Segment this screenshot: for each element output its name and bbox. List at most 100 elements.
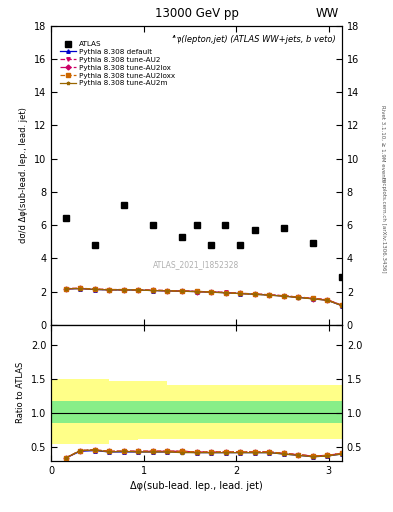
Pythia 8.308 tune-AU2lox — [78, 285, 83, 291]
Pythia 8.308 tune-AU2lox — [310, 295, 315, 302]
Pythia 8.308 tune-AU2loxx — [281, 293, 286, 299]
Legend: ATLAS, Pythia 8.308 default, Pythia 8.308 tune-AU2, Pythia 8.308 tune-AU2lox, Py: ATLAS, Pythia 8.308 default, Pythia 8.30… — [58, 38, 178, 89]
Pythia 8.308 tune-AU2loxx — [92, 286, 97, 292]
Pythia 8.308 tune-AU2 — [310, 295, 315, 301]
Pythia 8.308 tune-AU2loxx — [340, 302, 344, 308]
Pythia 8.308 tune-AU2lox — [165, 288, 170, 294]
Pythia 8.308 default — [63, 286, 68, 292]
Pythia 8.308 tune-AU2loxx — [107, 287, 112, 293]
ATLAS — [63, 216, 68, 222]
Pythia 8.308 tune-AU2lox — [281, 293, 286, 299]
ATLAS — [121, 202, 126, 208]
Pythia 8.308 tune-AU2lox — [223, 289, 228, 295]
Pythia 8.308 tune-AU2lox — [325, 297, 330, 303]
Text: mcplots.cern.ch [arXiv:1306.3436]: mcplots.cern.ch [arXiv:1306.3436] — [381, 178, 386, 273]
Pythia 8.308 tune-AU2loxx — [325, 297, 330, 303]
Pythia 8.308 tune-AU2 — [63, 286, 68, 292]
Pythia 8.308 tune-AU2 — [121, 287, 126, 293]
Pythia 8.308 tune-AU2lox — [107, 287, 112, 293]
Pythia 8.308 default — [252, 291, 257, 297]
Text: ATLAS_2021_I1852328: ATLAS_2021_I1852328 — [153, 261, 240, 269]
Pythia 8.308 tune-AU2m — [223, 290, 228, 296]
Pythia 8.308 tune-AU2m — [209, 289, 213, 295]
Pythia 8.308 default — [238, 290, 242, 296]
Pythia 8.308 tune-AU2m — [78, 286, 83, 292]
Pythia 8.308 tune-AU2loxx — [63, 286, 68, 292]
Pythia 8.308 tune-AU2loxx — [151, 287, 155, 293]
Pythia 8.308 tune-AU2m — [136, 287, 141, 293]
Pythia 8.308 tune-AU2m — [151, 287, 155, 293]
Pythia 8.308 default — [267, 292, 272, 298]
Pythia 8.308 tune-AU2lox — [238, 290, 242, 296]
Pythia 8.308 tune-AU2loxx — [136, 287, 141, 293]
Pythia 8.308 default — [165, 288, 170, 294]
Pythia 8.308 default — [78, 286, 83, 292]
Line: Pythia 8.308 tune-AU2loxx: Pythia 8.308 tune-AU2loxx — [64, 287, 343, 307]
ATLAS — [223, 222, 228, 228]
Line: Pythia 8.308 tune-AU2m: Pythia 8.308 tune-AU2m — [64, 287, 343, 307]
ATLAS — [92, 242, 97, 248]
Pythia 8.308 default — [107, 287, 112, 293]
ATLAS — [281, 225, 286, 231]
Pythia 8.308 tune-AU2lox — [296, 294, 301, 300]
Pythia 8.308 tune-AU2loxx — [252, 291, 257, 297]
Pythia 8.308 tune-AU2m — [180, 288, 184, 294]
Text: WW: WW — [316, 7, 339, 19]
Pythia 8.308 tune-AU2m — [340, 303, 344, 309]
Pythia 8.308 tune-AU2m — [92, 286, 97, 292]
Pythia 8.308 default — [223, 290, 228, 296]
Pythia 8.308 tune-AU2 — [209, 289, 213, 295]
Pythia 8.308 tune-AU2m — [296, 294, 301, 301]
Pythia 8.308 tune-AU2 — [252, 291, 257, 297]
Line: Pythia 8.308 tune-AU2lox: Pythia 8.308 tune-AU2lox — [64, 287, 343, 307]
ATLAS — [151, 222, 155, 228]
Pythia 8.308 default — [296, 294, 301, 301]
Pythia 8.308 tune-AU2 — [340, 302, 344, 308]
Pythia 8.308 tune-AU2loxx — [238, 290, 242, 296]
Pythia 8.308 tune-AU2loxx — [310, 295, 315, 302]
Pythia 8.308 tune-AU2lox — [151, 287, 155, 293]
Pythia 8.308 tune-AU2 — [296, 294, 301, 300]
Pythia 8.308 tune-AU2loxx — [78, 285, 83, 291]
ATLAS — [310, 240, 315, 246]
Pythia 8.308 tune-AU2lox — [267, 292, 272, 298]
Pythia 8.308 tune-AU2m — [194, 289, 199, 295]
Pythia 8.308 tune-AU2m — [252, 291, 257, 297]
Pythia 8.308 tune-AU2lox — [209, 289, 213, 295]
Text: 13000 GeV pp: 13000 GeV pp — [154, 7, 239, 19]
Pythia 8.308 default — [281, 293, 286, 299]
Pythia 8.308 tune-AU2lox — [252, 291, 257, 297]
Pythia 8.308 default — [180, 288, 184, 294]
Pythia 8.308 tune-AU2 — [180, 288, 184, 294]
Pythia 8.308 tune-AU2m — [281, 293, 286, 300]
ATLAS — [209, 242, 213, 248]
Pythia 8.308 tune-AU2m — [267, 292, 272, 298]
Pythia 8.308 default — [121, 287, 126, 293]
Y-axis label: dσ/d Δφ(sub-lead. lep., lead. jet): dσ/d Δφ(sub-lead. lep., lead. jet) — [19, 107, 28, 243]
Pythia 8.308 tune-AU2m — [121, 287, 126, 293]
Pythia 8.308 tune-AU2 — [136, 287, 141, 293]
Pythia 8.308 tune-AU2loxx — [180, 288, 184, 294]
Pythia 8.308 tune-AU2 — [281, 293, 286, 299]
Pythia 8.308 tune-AU2loxx — [209, 289, 213, 295]
Pythia 8.308 tune-AU2 — [325, 296, 330, 303]
Pythia 8.308 tune-AU2loxx — [121, 287, 126, 293]
Pythia 8.308 tune-AU2lox — [340, 302, 344, 308]
Pythia 8.308 default — [209, 289, 213, 295]
ATLAS — [340, 273, 344, 280]
Pythia 8.308 default — [151, 287, 155, 293]
Pythia 8.308 tune-AU2loxx — [194, 288, 199, 294]
ATLAS — [180, 233, 184, 240]
Line: ATLAS: ATLAS — [63, 202, 345, 280]
Pythia 8.308 default — [310, 295, 315, 302]
X-axis label: Δφ(sub-lead. lep., lead. jet): Δφ(sub-lead. lep., lead. jet) — [130, 481, 263, 491]
Pythia 8.308 tune-AU2lox — [136, 287, 141, 293]
Pythia 8.308 tune-AU2m — [165, 288, 170, 294]
Pythia 8.308 tune-AU2m — [63, 286, 68, 292]
Pythia 8.308 tune-AU2 — [238, 290, 242, 296]
Pythia 8.308 default — [325, 297, 330, 303]
Text: Δφ(lepton,jet) (ATLAS WW+jets, b veto): Δφ(lepton,jet) (ATLAS WW+jets, b veto) — [170, 35, 336, 44]
Pythia 8.308 tune-AU2m — [310, 296, 315, 302]
Pythia 8.308 tune-AU2lox — [194, 288, 199, 294]
Pythia 8.308 tune-AU2 — [267, 292, 272, 298]
